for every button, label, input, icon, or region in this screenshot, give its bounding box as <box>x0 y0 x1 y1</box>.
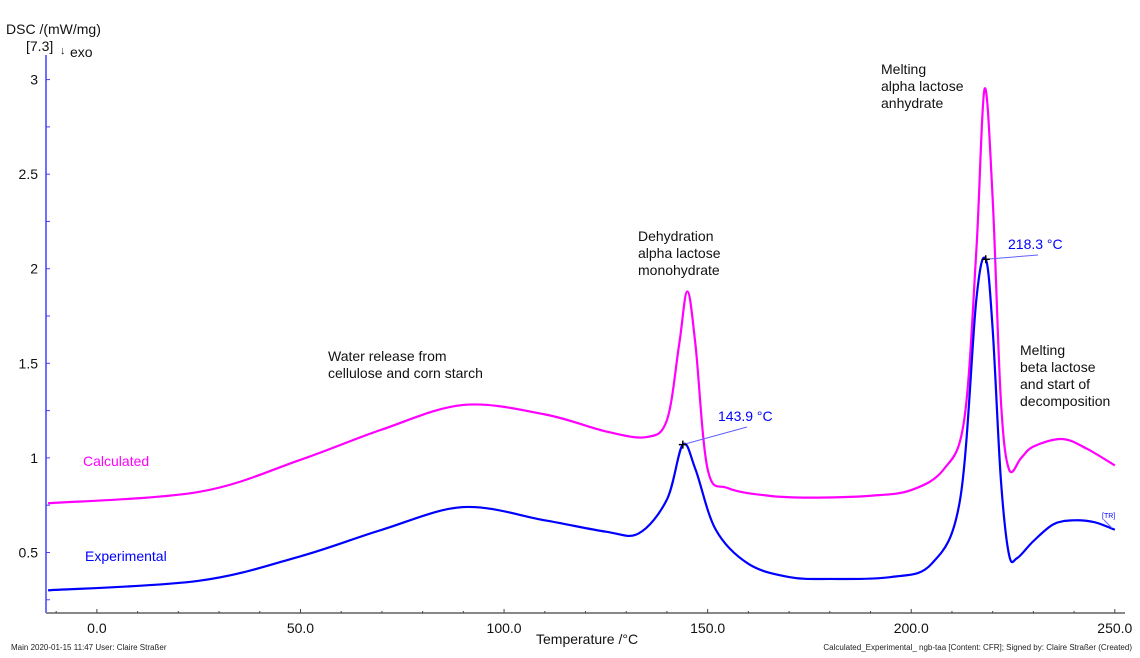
x-tick-label: 250.0 <box>1097 620 1132 636</box>
annotation-line: cellulose and corn starch <box>328 365 483 381</box>
tr-leader-line <box>1103 519 1113 529</box>
y-axis-label: DSC /(mW/mg) <box>6 21 101 37</box>
peak-label-1: 143.9 °C <box>718 408 773 424</box>
annotation-dehydration: Dehydration alpha lactose monohydrate <box>638 228 721 279</box>
y-scale-note: [7.3] <box>26 38 54 54</box>
x-tick-label: 100.0 <box>487 620 522 636</box>
annotation-line: alpha lactose <box>881 78 964 94</box>
annotation-melting-beta: Melting beta lactose and start of decomp… <box>1020 342 1110 410</box>
series-line-experimental <box>47 256 1116 592</box>
x-axis-label: Temperature /°C <box>536 631 639 647</box>
annotation-line: anhydrate <box>881 95 944 111</box>
annotation-line: beta lactose <box>1020 359 1096 375</box>
footer-left: Main 2020-01-15 11:47 User: Claire Straß… <box>11 643 167 652</box>
x-tick-label: 150.0 <box>690 620 725 636</box>
annotation-line: Water release from <box>328 348 447 364</box>
series-line-calculated <box>47 87 1116 505</box>
y-tick-label: 3 <box>30 72 38 88</box>
y-tick-label: 1.5 <box>19 355 39 371</box>
peak-leader-line <box>985 254 1039 260</box>
y-tick-label: 2 <box>30 261 38 277</box>
annotation-line: and start of <box>1020 376 1091 392</box>
annotation-line: decomposition <box>1020 393 1111 409</box>
y-tick-label: 0.5 <box>19 544 39 560</box>
x-tick-label: 200.0 <box>894 620 929 636</box>
exo-arrow-icon: ↓ <box>60 45 66 57</box>
peak-leader-line <box>682 426 748 446</box>
x-tick-label: 0.0 <box>87 620 107 636</box>
peak-marker-icon <box>678 440 687 449</box>
annotation-line: monohydrate <box>638 262 720 278</box>
annotation-melting-alpha: Melting alpha lactose anhydrate <box>881 61 964 112</box>
annotation-water-release: Water release from cellulose and corn st… <box>328 348 483 382</box>
x-tick-label: 50.0 <box>287 620 314 636</box>
exo-label: exo <box>70 44 93 60</box>
legend-calculated: Calculated <box>83 453 150 469</box>
peak-label-2: 218.3 °C <box>1008 236 1063 252</box>
y-tick-label: 1 <box>30 450 38 466</box>
peak-marker-icon <box>981 255 990 264</box>
annotation-line: Melting <box>1020 342 1066 358</box>
y-tick-label: 2.5 <box>19 166 39 182</box>
annotation-line: Melting <box>881 61 927 77</box>
annotation-line: Dehydration <box>638 228 714 244</box>
tr-marker: [TR] <box>1102 513 1116 520</box>
legend-experimental: Experimental <box>85 548 167 564</box>
footer-right: Calculated_Experimental_ ngb-taa [Conten… <box>823 643 1132 652</box>
annotation-line: alpha lactose <box>638 245 721 261</box>
